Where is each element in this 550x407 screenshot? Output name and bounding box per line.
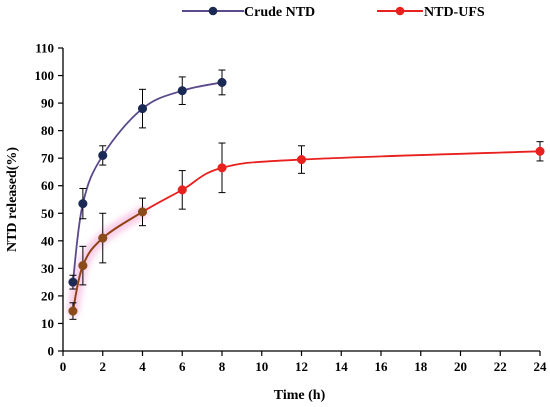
data-point — [177, 185, 187, 195]
data-point — [137, 207, 148, 217]
series — [68, 69, 545, 320]
legend-item-ufs: NTD-UFS — [377, 5, 485, 20]
y-tick-label: 100 — [35, 68, 55, 83]
data-point — [98, 233, 108, 243]
y-tick-label: 110 — [35, 41, 54, 56]
data-point — [68, 306, 78, 316]
y-tick-label: 60 — [41, 178, 54, 193]
y-tick-label: 80 — [41, 123, 54, 138]
axes — [62, 48, 540, 352]
x-tick-label: 16 — [375, 359, 389, 374]
x-tick-label: 2 — [100, 359, 107, 374]
x-ticks: 0 2 4 6 8 10 12 14 16 18 20 22 24 — [60, 351, 547, 374]
data-point — [98, 150, 108, 160]
y-tick-label: 50 — [41, 206, 54, 221]
y-axis-title: NTD released(%) — [5, 147, 20, 252]
x-tick-label: 20 — [454, 359, 467, 374]
data-point — [78, 199, 88, 209]
data-point — [217, 77, 227, 87]
data-point — [68, 277, 78, 287]
legend-label-ufs: NTD-UFS — [424, 5, 485, 20]
series-0 — [68, 69, 227, 290]
data-point — [78, 261, 88, 271]
legend-marker-crude — [208, 6, 218, 16]
x-tick-label: 22 — [494, 359, 507, 374]
y-tick-label: 20 — [41, 288, 54, 303]
data-point — [296, 155, 307, 165]
series-line — [72, 150, 541, 312]
y-tick-label: 30 — [41, 261, 54, 276]
x-tick-label: 8 — [219, 359, 226, 374]
x-tick-label: 14 — [335, 359, 349, 374]
data-point — [177, 86, 187, 96]
data-point — [217, 163, 227, 173]
x-tick-label: 0 — [60, 359, 67, 374]
series-1 — [68, 141, 545, 320]
x-tick-label: 24 — [534, 359, 548, 374]
y-tick-label: 90 — [41, 96, 54, 111]
x-tick-label: 12 — [295, 359, 308, 374]
legend: Crude NTD NTD-UFS — [182, 5, 485, 20]
x-axis-title: Time (h) — [274, 388, 326, 403]
legend-item-crude: Crude NTD — [182, 5, 315, 20]
data-point — [535, 146, 545, 156]
x-tick-label: 6 — [179, 359, 186, 374]
y-tick-label: 40 — [41, 233, 54, 248]
x-tick-label: 18 — [414, 359, 428, 374]
y-ticks: 0 10 20 30 40 50 60 70 80 90 100 110 — [35, 41, 63, 359]
legend-label-crude: Crude NTD — [244, 5, 315, 20]
data-point — [137, 104, 148, 114]
x-tick-label: 10 — [255, 359, 268, 374]
y-tick-label: 10 — [41, 316, 54, 331]
y-tick-label: 0 — [48, 344, 55, 359]
series-line-early — [72, 211, 143, 312]
x-tick-label: 4 — [139, 359, 146, 374]
y-tick-label: 70 — [41, 151, 54, 166]
legend-marker-ufs — [395, 6, 405, 16]
